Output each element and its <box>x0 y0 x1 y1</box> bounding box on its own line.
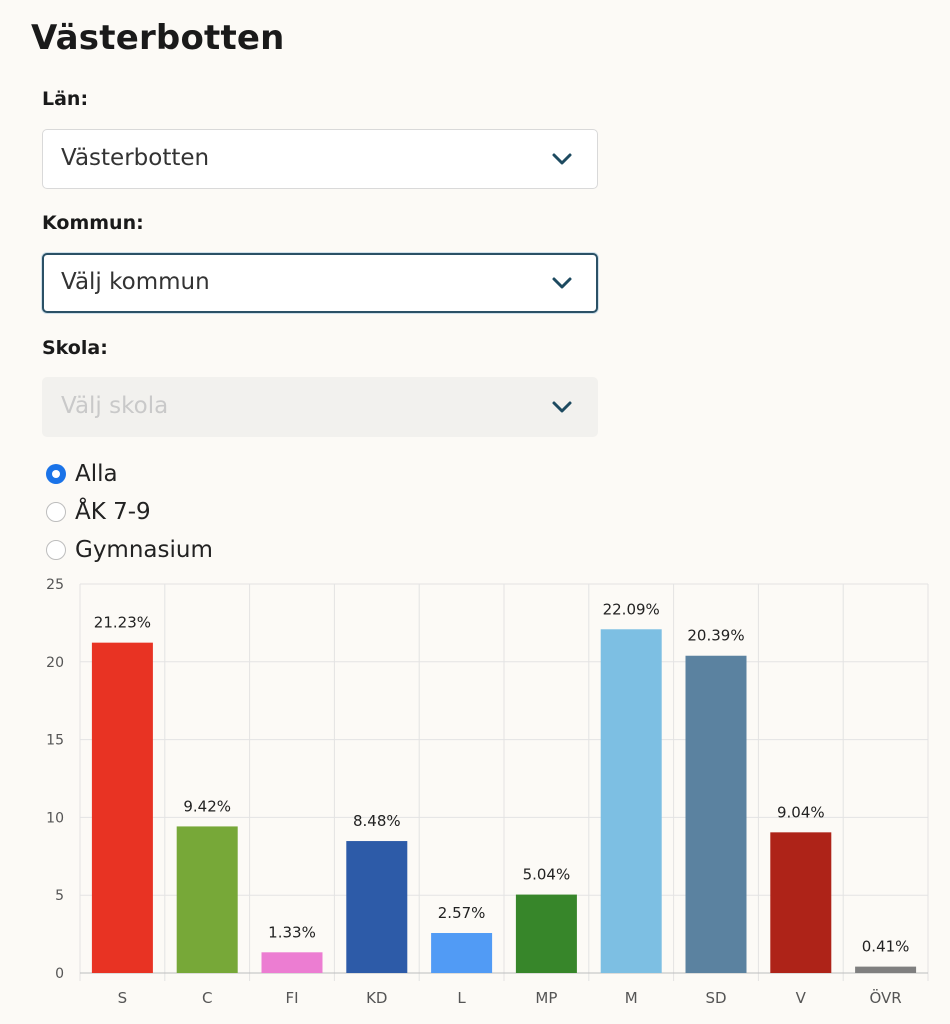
x-tick-label: C <box>202 989 212 1007</box>
lan-select[interactable]: Västerbotten <box>42 129 598 189</box>
y-tick-label: 10 <box>46 810 64 826</box>
radio-label: ÅK 7-9 <box>75 499 151 525</box>
chevron-down-icon <box>552 153 572 165</box>
y-tick-label: 0 <box>55 966 64 982</box>
kommun-select-value: Välj kommun <box>61 269 210 295</box>
bar-m <box>600 629 662 973</box>
y-tick-label: 5 <box>55 888 64 904</box>
bar-value-label: 1.33% <box>268 923 316 941</box>
x-tick-label: M <box>625 989 638 1007</box>
x-tick-label: S <box>118 989 128 1007</box>
x-tick-label: V <box>796 989 807 1007</box>
radio-option-ak79[interactable]: ÅK 7-9 <box>46 497 151 527</box>
bar-chart-svg: 0 5 10 15 20 25 21.23% S 9.42% C 1.33% FI 8.48% KD 2.5… <box>46 577 929 1007</box>
bar-value-label: 9.42% <box>183 797 231 815</box>
x-tick-label: KD <box>366 989 387 1007</box>
bar-value-label: 22.09% <box>603 600 660 618</box>
chevron-down-icon <box>552 401 572 413</box>
y-tick-label: 25 <box>46 577 64 593</box>
radio-button-checked[interactable] <box>46 464 66 484</box>
bar-v <box>770 832 832 973</box>
x-tick-label: ÖVR <box>869 988 901 1007</box>
kommun-select[interactable]: Välj kommun <box>42 253 598 313</box>
skola-select: Välj skola <box>42 377 598 437</box>
bar-value-label: 2.57% <box>438 904 486 922</box>
skola-select-value: Välj skola <box>61 393 169 419</box>
bar-c <box>176 826 238 973</box>
radio-label: Alla <box>75 461 118 487</box>
bar-kd <box>346 841 408 973</box>
x-tick-label: SD <box>705 989 726 1007</box>
bar-mp <box>515 894 577 973</box>
y-tick-label: 20 <box>46 655 64 671</box>
bar-value-label: 20.39% <box>687 627 744 645</box>
radio-button[interactable] <box>46 540 66 560</box>
bar-s <box>91 642 153 973</box>
y-tick-label: 15 <box>46 733 64 749</box>
lan-label: Län: <box>42 88 89 110</box>
x-tick-label: FI <box>285 989 298 1007</box>
skola-label: Skola: <box>42 337 108 359</box>
bar-value-label: 5.04% <box>523 866 571 884</box>
bar-value-label: 0.41% <box>862 938 910 956</box>
bar-övr <box>855 966 917 973</box>
radio-option-alla[interactable]: Alla <box>46 459 118 489</box>
lan-select-value: Västerbotten <box>61 145 210 171</box>
x-tick-label: L <box>457 989 466 1007</box>
kommun-label: Kommun: <box>42 212 144 234</box>
bar-value-label: 9.04% <box>777 803 825 821</box>
chevron-down-icon <box>552 277 572 289</box>
radio-button[interactable] <box>46 502 66 522</box>
radio-label: Gymnasium <box>75 537 213 563</box>
bar-value-label: 21.23% <box>94 614 151 632</box>
radio-option-gymnasium[interactable]: Gymnasium <box>46 535 213 565</box>
results-chart: 0 5 10 15 20 25 21.23% S 9.42% C 1.33% FI 8.48% KD 2.5… <box>0 570 950 1024</box>
bar-value-label: 8.48% <box>353 812 401 830</box>
page-title: Västerbotten <box>31 18 285 58</box>
bar-fi <box>261 952 323 973</box>
x-tick-label: MP <box>535 989 557 1007</box>
bar-l <box>431 933 493 973</box>
bar-sd <box>685 655 747 973</box>
